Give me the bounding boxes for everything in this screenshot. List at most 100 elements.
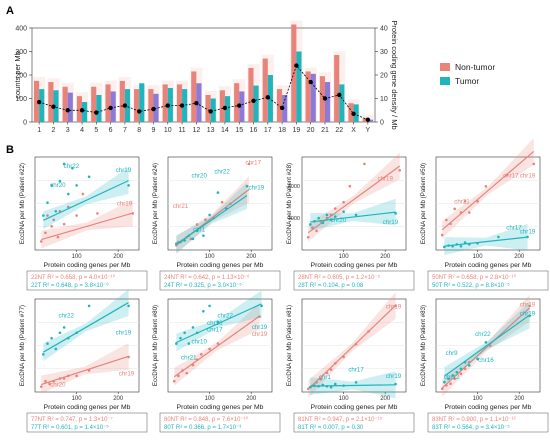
x-axis-label: Protein coding genes per Mb [177, 262, 264, 269]
chr-label: chr19 [117, 200, 133, 207]
stats-nontumor: 28NT R² = 0.605, p = 1.2×10⁻⁵ [298, 274, 381, 281]
data-point [329, 385, 333, 389]
x-tick-label: 21 [321, 127, 329, 134]
density-point [322, 96, 328, 101]
y-tick-label: 0 [23, 120, 27, 127]
stats-box [159, 412, 281, 433]
data-point [175, 342, 178, 345]
stats-tumor: 81T R² = 0.007, p = 0.30 [298, 425, 364, 431]
bar-tumor [196, 83, 202, 122]
data-point [325, 213, 329, 217]
bar-nontumor [76, 96, 83, 122]
bar-nontumor [205, 94, 211, 122]
bar-nontumor [248, 67, 254, 122]
bar-nontumor [119, 80, 125, 122]
y-tick-label: 100 [15, 96, 27, 103]
data-point [497, 235, 500, 239]
data-point [459, 372, 463, 376]
data-point [333, 382, 337, 386]
data-point [329, 368, 333, 371]
y-tick-label: 1000 [288, 216, 300, 222]
stats-box [427, 270, 549, 291]
x-tick-label: 17 [264, 127, 272, 134]
data-point [451, 374, 454, 377]
data-point [183, 331, 186, 335]
data-point [216, 342, 220, 345]
chr-label: chr19 [383, 219, 399, 226]
chr-label: chr17 [348, 367, 364, 374]
regression-line [310, 211, 396, 223]
stats-box [26, 270, 148, 291]
x-axis-label: Protein coding genes per Mb [44, 262, 131, 269]
y2-axis-label: Protein coding gene density / Mb [390, 20, 399, 129]
x-tick-label: 15 [235, 127, 243, 134]
data-point [42, 353, 45, 356]
data-point [260, 304, 263, 308]
x-tick-label: 200 [113, 396, 124, 402]
data-point [50, 336, 53, 340]
chr-label: chr17 [503, 172, 519, 179]
x-tick-label: 22 [335, 127, 343, 134]
bar-tumor [96, 94, 102, 122]
data-point [306, 235, 310, 239]
bar-tumor [182, 89, 188, 122]
chr-label: chr20 [50, 182, 66, 189]
stats-box [293, 270, 415, 291]
density-line [38, 64, 369, 121]
data-point [199, 353, 203, 356]
x-tick-label: 11 [178, 127, 185, 134]
y-axis-label: EccDNA per Mb (Patient #83) [420, 305, 427, 386]
x-tick-label: 100 [72, 396, 83, 402]
bar-tumor [139, 83, 145, 122]
bar-tumor [53, 90, 59, 122]
panel-a-label: A [6, 5, 14, 17]
data-point [348, 184, 352, 188]
regression-line [307, 165, 401, 234]
bar-nontumor [62, 86, 68, 122]
data-point [71, 166, 74, 170]
data-point [75, 184, 78, 187]
y-tick-label: 2000 [288, 184, 300, 190]
density-point [36, 99, 42, 105]
chr-label: chr19 [386, 373, 402, 380]
data-point [75, 214, 78, 217]
stats-box [26, 412, 148, 433]
regression-line [175, 194, 248, 245]
regression-line [443, 314, 530, 377]
x-tick-label: 19 [292, 127, 300, 134]
x-tick-label: 12 [192, 127, 200, 134]
density-point [151, 106, 156, 112]
chr-label: chr20 [331, 217, 347, 224]
x-tick-label: 18 [278, 127, 286, 134]
data-point [342, 200, 345, 204]
data-point [46, 342, 49, 345]
data-point [220, 200, 224, 204]
bar-tumor [282, 94, 288, 122]
scatter-panel: 100 200 Protein coding genes per Mb EccDNA … [420, 294, 549, 433]
bar-tumor [310, 73, 316, 122]
data-point [333, 215, 337, 218]
density-point [265, 95, 271, 100]
data-point [127, 184, 130, 187]
bar-tumor [224, 96, 231, 122]
density-point [222, 105, 228, 111]
stats-tumor: 77T R² = 0.601, p = 1.4×10⁻⁵ [31, 424, 109, 431]
bar-nontumor [34, 80, 40, 122]
data-point [87, 175, 91, 179]
x-tick-label: 100 [72, 254, 83, 260]
y2-tick-label: 20 [380, 73, 388, 80]
y-axis-label: EccDNA per Mb (Patient #50) [420, 163, 427, 244]
scatter-panel: 100 200 Protein coding genes per Mb EccDNA … [152, 156, 281, 291]
bar-tumor [324, 82, 331, 122]
data-point [50, 184, 53, 187]
data-point [127, 304, 130, 308]
bar-tumor [167, 87, 173, 122]
data-point [455, 370, 459, 374]
regression-line [444, 236, 528, 247]
data-point [363, 162, 366, 166]
y-tick-label: 300 [15, 49, 27, 56]
data-point [46, 214, 49, 217]
regression-line [307, 305, 397, 390]
x-axis-label: Protein coding genes per Mb [311, 404, 398, 411]
scatter-panel: 100 200 Protein coding genes per Mb EccDNA … [19, 289, 148, 433]
